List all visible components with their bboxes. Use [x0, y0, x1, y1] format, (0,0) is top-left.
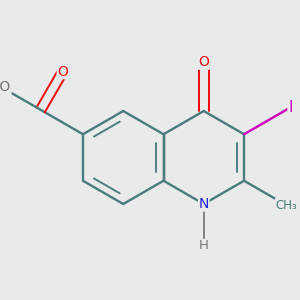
Text: HO: HO [0, 80, 11, 94]
Text: O: O [57, 64, 68, 79]
Text: N: N [199, 197, 209, 211]
Text: O: O [198, 55, 209, 69]
Text: H: H [199, 239, 209, 252]
Text: CH₃: CH₃ [275, 199, 297, 212]
Text: I: I [288, 100, 292, 115]
